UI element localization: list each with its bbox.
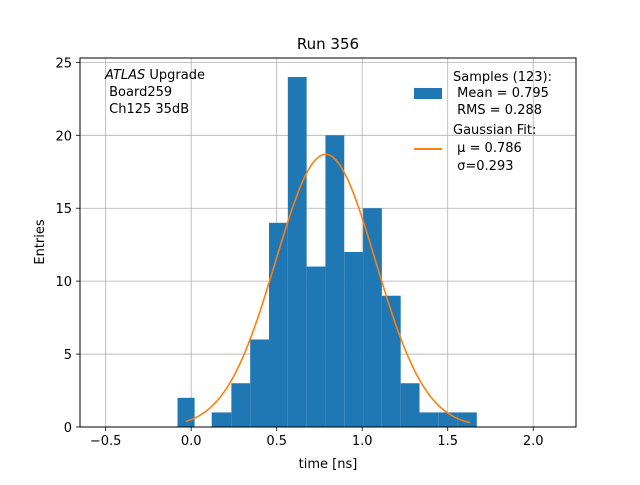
gaussian-fit-curve <box>185 153 471 424</box>
y-tick-label: 20 <box>55 129 72 144</box>
legend-samples-rms: RMS = 0.288 <box>453 103 542 118</box>
y-tick-label: 5 <box>64 348 72 363</box>
legend-swatch-samples <box>414 88 442 99</box>
x-tick-label: 1.0 <box>352 434 373 449</box>
annotation-line-3: Ch125 35dB <box>105 102 189 117</box>
annotation-block: ATLAS Upgrade Board259 Ch125 35dB <box>104 68 205 117</box>
x-axis-label: time [ns] <box>299 457 358 472</box>
histogram-bar <box>306 266 326 427</box>
histogram-bar <box>325 135 345 427</box>
histogram-bar <box>438 412 458 427</box>
annotation-line-1: ATLAS Upgrade <box>104 68 205 83</box>
histogram-bar <box>363 208 382 427</box>
legend-samples-line-1: Samples (123): <box>453 70 552 85</box>
y-tick-label: 0 <box>64 421 72 436</box>
x-tick-label: 0.0 <box>181 434 202 449</box>
chart-title: Run 356 <box>297 35 359 53</box>
histogram-bar <box>231 383 251 427</box>
x-tick-label: 2.0 <box>523 434 544 449</box>
y-tick-label: 25 <box>55 56 72 71</box>
x-tick-label: 1.5 <box>437 434 458 449</box>
x-tick-label: 0.5 <box>266 434 287 449</box>
histogram-bar <box>268 222 288 427</box>
histogram-bar <box>344 251 364 427</box>
legend: Samples (123): Mean = 0.795 RMS = 0.288 … <box>414 70 552 174</box>
histogram-bars <box>177 76 477 427</box>
y-axis-ticks: 0 5 10 15 20 25 <box>55 56 80 436</box>
histogram-bar <box>457 412 477 427</box>
plot-frame <box>79 57 577 428</box>
histogram-bar <box>177 397 195 427</box>
y-axis-label: Entries <box>33 219 48 265</box>
annotation-atlas: ATLAS <box>104 68 145 83</box>
legend-fit-mu: μ = 0.786 <box>453 141 522 156</box>
legend-fit-sigma: σ=0.293 <box>453 159 513 174</box>
x-tick-label: −0.5 <box>90 434 122 449</box>
annotation-upgrade: Upgrade <box>145 68 205 83</box>
fit-line <box>185 153 471 424</box>
histogram-bar <box>250 339 269 427</box>
histogram-bar <box>419 412 439 427</box>
x-axis-ticks: −0.5 0.0 0.5 1.0 1.5 2.0 <box>90 427 544 449</box>
histogram-bar <box>211 412 232 427</box>
histogram-bar <box>381 295 401 427</box>
legend-fit-line-1: Gaussian Fit: <box>453 123 536 138</box>
annotation-line-2: Board259 <box>105 85 172 100</box>
histogram-bar <box>400 383 420 427</box>
histogram-bar <box>287 76 307 427</box>
legend-samples-mean: Mean = 0.795 <box>453 86 549 101</box>
y-tick-label: 15 <box>55 202 72 217</box>
y-tick-label: 10 <box>55 275 72 290</box>
